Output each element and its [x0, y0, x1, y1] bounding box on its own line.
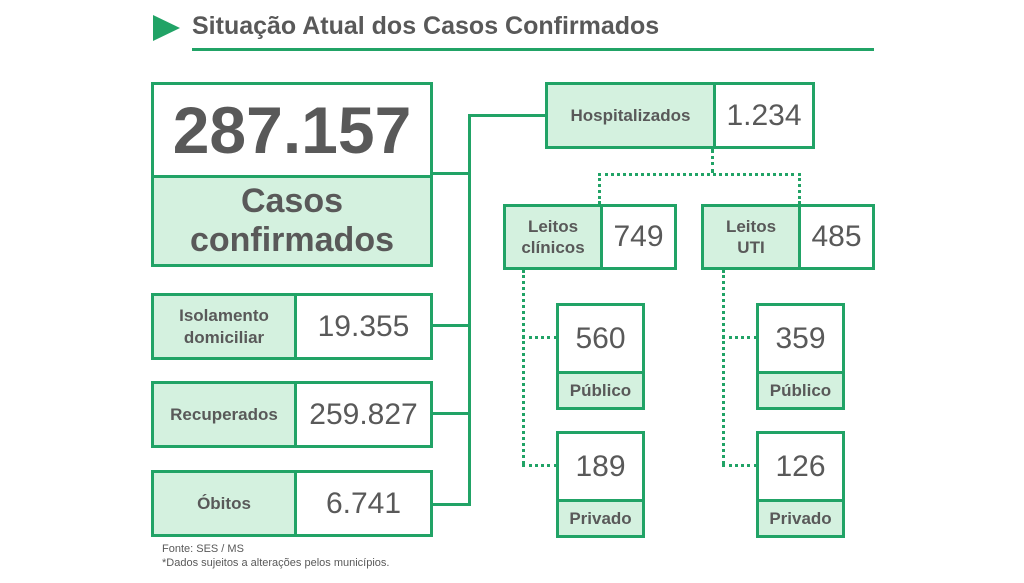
- connector-isolation: [430, 324, 471, 327]
- title-underline: [192, 48, 874, 51]
- disclaimer-note: *Dados sujeitos a alterações pelos munic…: [162, 557, 390, 569]
- icu-beds-label-line2: UTI: [737, 238, 765, 257]
- icu-private-label-area: Privado: [759, 499, 842, 535]
- icu-private-value: 126: [775, 449, 826, 483]
- clinical-private-card: 189 Privado: [556, 431, 645, 538]
- icu-public-card: 359 Público: [756, 303, 845, 410]
- dotted-icu-private: [722, 464, 757, 467]
- clinical-public-label: Público: [569, 380, 632, 400]
- hospitalized-card: Hospitalizados 1.234: [545, 82, 815, 149]
- confirmed-cases-label-area: Casos confirmados: [154, 175, 430, 264]
- deaths-label-area: Óbitos: [154, 473, 297, 534]
- dotted-clinical-public: [522, 336, 557, 339]
- isolation-label-area: Isolamento domiciliar: [154, 296, 297, 357]
- isolation-value: 19.355: [317, 309, 410, 343]
- deaths-card: Óbitos 6.741: [151, 470, 433, 537]
- connector-trunk: [468, 114, 471, 506]
- clinical-public-value: 560: [575, 321, 626, 355]
- clinical-private-value: 189: [575, 449, 626, 483]
- clinical-beds-label-line1: Leitos: [527, 216, 579, 236]
- clinical-beds-label-line2: clínicos: [521, 238, 585, 257]
- clinical-public-card: 560 Público: [556, 303, 645, 410]
- hospitalized-label-area: Hospitalizados: [548, 85, 716, 146]
- confirmed-cases-value: 287.157: [172, 93, 412, 167]
- clinical-beds-label-area: Leitos clínicos: [506, 207, 603, 267]
- icu-public-label: Público: [769, 380, 832, 400]
- isolation-label-line2: domiciliar: [183, 327, 265, 347]
- dotted-to-clinical: [598, 173, 601, 204]
- dotted-hospital-down: [711, 149, 714, 173]
- recovered-label-area: Recuperados: [154, 384, 297, 445]
- confirmed-cases-label-line1: Casos: [240, 181, 344, 220]
- clinical-private-label: Privado: [569, 508, 632, 528]
- dotted-hospital-branch: [598, 173, 801, 176]
- icu-public-label-area: Público: [759, 371, 842, 407]
- page-title: Situação Atual dos Casos Confirmados: [192, 12, 660, 40]
- clinical-beds-card: Leitos clínicos 749: [503, 204, 677, 270]
- connector-confirmed: [430, 172, 471, 175]
- connector-recovered: [430, 412, 471, 415]
- icu-beds-value: 485: [811, 220, 862, 253]
- icu-beds-label-area: Leitos UTI: [704, 207, 801, 267]
- connector-hospital: [468, 114, 546, 117]
- isolation-card: Isolamento domiciliar 19.355: [151, 293, 433, 360]
- icu-private-label: Privado: [769, 508, 832, 528]
- dotted-icu-trunk: [722, 270, 725, 464]
- icu-beds-label-line1: Leitos: [725, 216, 777, 236]
- clinical-private-label-area: Privado: [559, 499, 642, 535]
- play-triangle-icon: [153, 15, 180, 41]
- recovered-card: Recuperados 259.827: [151, 381, 433, 448]
- dotted-icu-public: [722, 336, 757, 339]
- dotted-to-icu: [798, 173, 801, 204]
- icu-beds-card: Leitos UTI 485: [701, 204, 875, 270]
- connector-deaths: [430, 503, 471, 506]
- icu-private-card: 126 Privado: [756, 431, 845, 538]
- hospitalized-value: 1.234: [726, 98, 802, 132]
- dotted-clinical-trunk: [522, 270, 525, 464]
- clinical-public-label-area: Público: [559, 371, 642, 407]
- deaths-label: Óbitos: [197, 493, 251, 513]
- confirmed-cases-card: 287.157 Casos confirmados: [151, 82, 433, 267]
- recovered-label: Recuperados: [170, 404, 278, 424]
- hospitalized-label: Hospitalizados: [570, 105, 691, 125]
- dotted-clinical-private: [522, 464, 557, 467]
- confirmed-cases-label-line2: confirmados: [189, 221, 395, 259]
- recovered-value: 259.827: [309, 397, 418, 431]
- isolation-label-line1: Isolamento: [179, 306, 269, 326]
- clinical-beds-value: 749: [613, 220, 664, 253]
- icu-public-value: 359: [775, 321, 826, 355]
- source-note: Fonte: SES / MS: [162, 543, 244, 555]
- deaths-value: 6.741: [325, 486, 402, 520]
